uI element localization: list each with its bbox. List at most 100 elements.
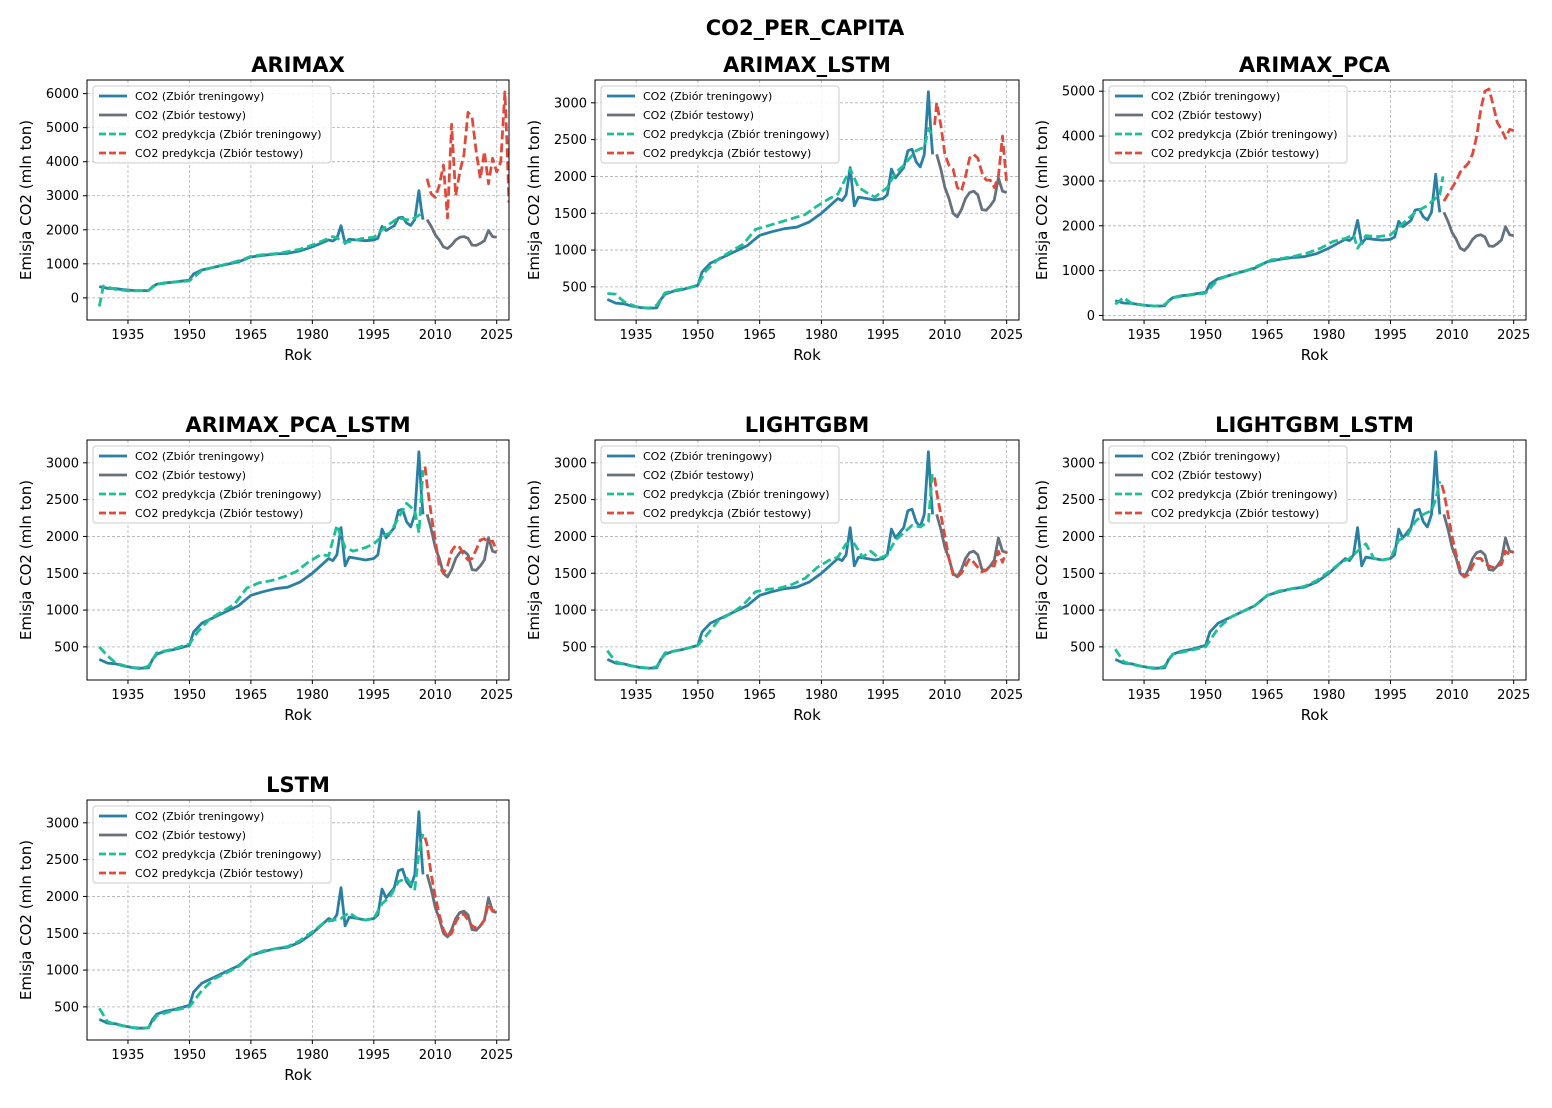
y-tick-label: 2000 — [46, 530, 79, 545]
series-pred-train — [98, 470, 425, 671]
y-tick-label: 2500 — [554, 133, 587, 148]
x-tick-label: 2010 — [928, 688, 961, 703]
legend-label: CO2 (Zbiór testowy) — [135, 109, 246, 122]
axes-frame — [86, 439, 510, 681]
y-tick-label: 1000 — [46, 964, 79, 979]
axes-frame — [86, 79, 510, 321]
y-tick-label: 4000 — [1062, 130, 1095, 145]
series-pred-test — [423, 466, 499, 575]
subplot-title: ARIMAX_LSTM — [723, 53, 891, 77]
y-tick-label: 3000 — [554, 456, 587, 471]
series-pred-train — [1114, 176, 1445, 308]
legend-label: CO2 predykcja (Zbiór treningowy) — [135, 848, 322, 861]
subplot-title: ARIMAX_PCA_LSTM — [185, 413, 410, 437]
subplot-arimax_pca: 1935 1950 1965 1980 1995 2010 2025 0 1000 2000 300… — [1033, 53, 1530, 364]
y-tick-label: 2500 — [554, 493, 587, 508]
y-tick-label: 0 — [71, 291, 79, 306]
y-tick-label: 3000 — [554, 96, 587, 111]
y-tick-label: 500 — [54, 1000, 79, 1015]
legend-label: CO2 predykcja (Zbiór testowy) — [1151, 507, 1319, 520]
y-tick-label: 1000 — [1062, 264, 1095, 279]
legend-box — [92, 445, 332, 524]
legend: CO2 (Zbiór treningowy) CO2 (Zbiór testowy… — [92, 85, 332, 164]
legend-box — [92, 85, 332, 164]
x-tick-label: 1935 — [620, 688, 653, 703]
x-tick-label: 1950 — [173, 688, 206, 703]
y-axis-label: Emisja CO2 (mln ton) — [525, 480, 543, 640]
y-axis-label: Emisja CO2 (mln ton) — [1033, 480, 1051, 640]
subplot-title: ARIMAX_PCA — [1239, 53, 1391, 77]
series-pred-test — [933, 477, 1009, 579]
x-tick-label: 1980 — [296, 328, 329, 343]
subplot-title: LSTM — [266, 773, 330, 797]
x-tick-label: 1950 — [1189, 688, 1222, 703]
x-tick-label: 1980 — [805, 328, 838, 343]
x-axis-label: Rok — [1301, 706, 1329, 724]
series-test — [1442, 211, 1515, 252]
y-tick-label: 5000 — [46, 121, 79, 136]
y-axis-label: Emisja CO2 (mln ton) — [17, 120, 35, 280]
series-pred-train — [606, 470, 934, 670]
series-pred-test — [933, 101, 1009, 193]
x-tick-label: 1950 — [1189, 328, 1222, 343]
axes-frame — [1102, 439, 1527, 681]
series-pred-train — [97, 211, 424, 307]
x-tick-label: 1995 — [357, 328, 390, 343]
legend-box — [600, 85, 840, 164]
y-tick-label: 0 — [1087, 309, 1095, 324]
legend-label: CO2 (Zbiór testowy) — [643, 469, 754, 482]
y-tick-label: 1500 — [554, 207, 587, 222]
series-test — [425, 218, 497, 250]
y-tick-label: 3000 — [1062, 174, 1095, 189]
x-axis-label: Rok — [284, 346, 312, 364]
x-axis-label: Rok — [793, 706, 821, 724]
legend-label: CO2 predykcja (Zbiór testowy) — [135, 147, 303, 160]
y-tick-label: 1000 — [46, 604, 79, 619]
x-tick-label: 1935 — [1128, 328, 1161, 343]
y-tick-label: 500 — [54, 640, 79, 655]
x-tick-label: 1980 — [805, 688, 838, 703]
legend-label: CO2 (Zbiór testowy) — [135, 469, 246, 482]
y-tick-label: 3000 — [1062, 456, 1095, 471]
x-tick-label: 1980 — [1312, 328, 1345, 343]
legend-label: CO2 predykcja (Zbiór testowy) — [135, 507, 303, 520]
figure-title: CO2_PER_CAPITA — [705, 16, 905, 40]
legend: CO2 (Zbiór treningowy) CO2 (Zbiór testowy… — [92, 805, 332, 884]
y-tick-label: 1000 — [46, 257, 79, 272]
legend-label: CO2 predykcja (Zbiór testowy) — [1151, 147, 1319, 160]
x-tick-label: 1995 — [867, 688, 900, 703]
x-tick-label: 1965 — [1251, 688, 1284, 703]
x-tick-label: 1995 — [1374, 688, 1407, 703]
legend: CO2 (Zbiór treningowy) CO2 (Zbiór testowy… — [1108, 85, 1348, 164]
x-tick-label: 1980 — [296, 688, 329, 703]
legend: CO2 (Zbiór treningowy) CO2 (Zbiór testowy… — [1108, 445, 1348, 524]
x-tick-label: 2010 — [419, 1048, 452, 1063]
y-axis-label: Emisja CO2 (mln ton) — [1033, 120, 1051, 280]
y-tick-label: 5000 — [1062, 85, 1095, 100]
legend-box — [92, 805, 332, 884]
legend-label: CO2 (Zbiór treningowy) — [135, 90, 264, 103]
y-tick-label: 500 — [562, 280, 587, 295]
y-tick-label: 2000 — [46, 890, 79, 905]
y-tick-label: 2000 — [554, 530, 587, 545]
x-tick-label: 1950 — [173, 1048, 206, 1063]
x-tick-label: 2010 — [1436, 688, 1469, 703]
y-tick-label: 500 — [562, 640, 587, 655]
y-tick-label: 2500 — [46, 853, 79, 868]
y-tick-label: 1500 — [46, 927, 79, 942]
x-tick-label: 1965 — [234, 688, 267, 703]
y-tick-label: 1000 — [554, 604, 587, 619]
legend-label: CO2 (Zbiór treningowy) — [643, 90, 772, 103]
subplot-lstm: 1935 1950 1965 1980 1995 2010 2025 500 1000 1500 2… — [17, 773, 513, 1084]
subplot-lightgbm: 1935 1950 1965 1980 1995 2010 2025 500 1000 1500 2… — [525, 413, 1023, 724]
y-tick-label: 3000 — [46, 456, 79, 471]
legend-label: CO2 (Zbiór testowy) — [1151, 469, 1262, 482]
y-axis-label: Emisja CO2 (mln ton) — [525, 120, 543, 280]
legend-label: CO2 predykcja (Zbiór treningowy) — [1151, 488, 1338, 501]
y-tick-label: 1000 — [1062, 604, 1095, 619]
y-axis-label: Emisja CO2 (mln ton) — [17, 840, 35, 1000]
y-tick-label: 2500 — [46, 493, 79, 508]
x-tick-label: 2025 — [480, 1048, 513, 1063]
x-tick-label: 2010 — [419, 328, 452, 343]
